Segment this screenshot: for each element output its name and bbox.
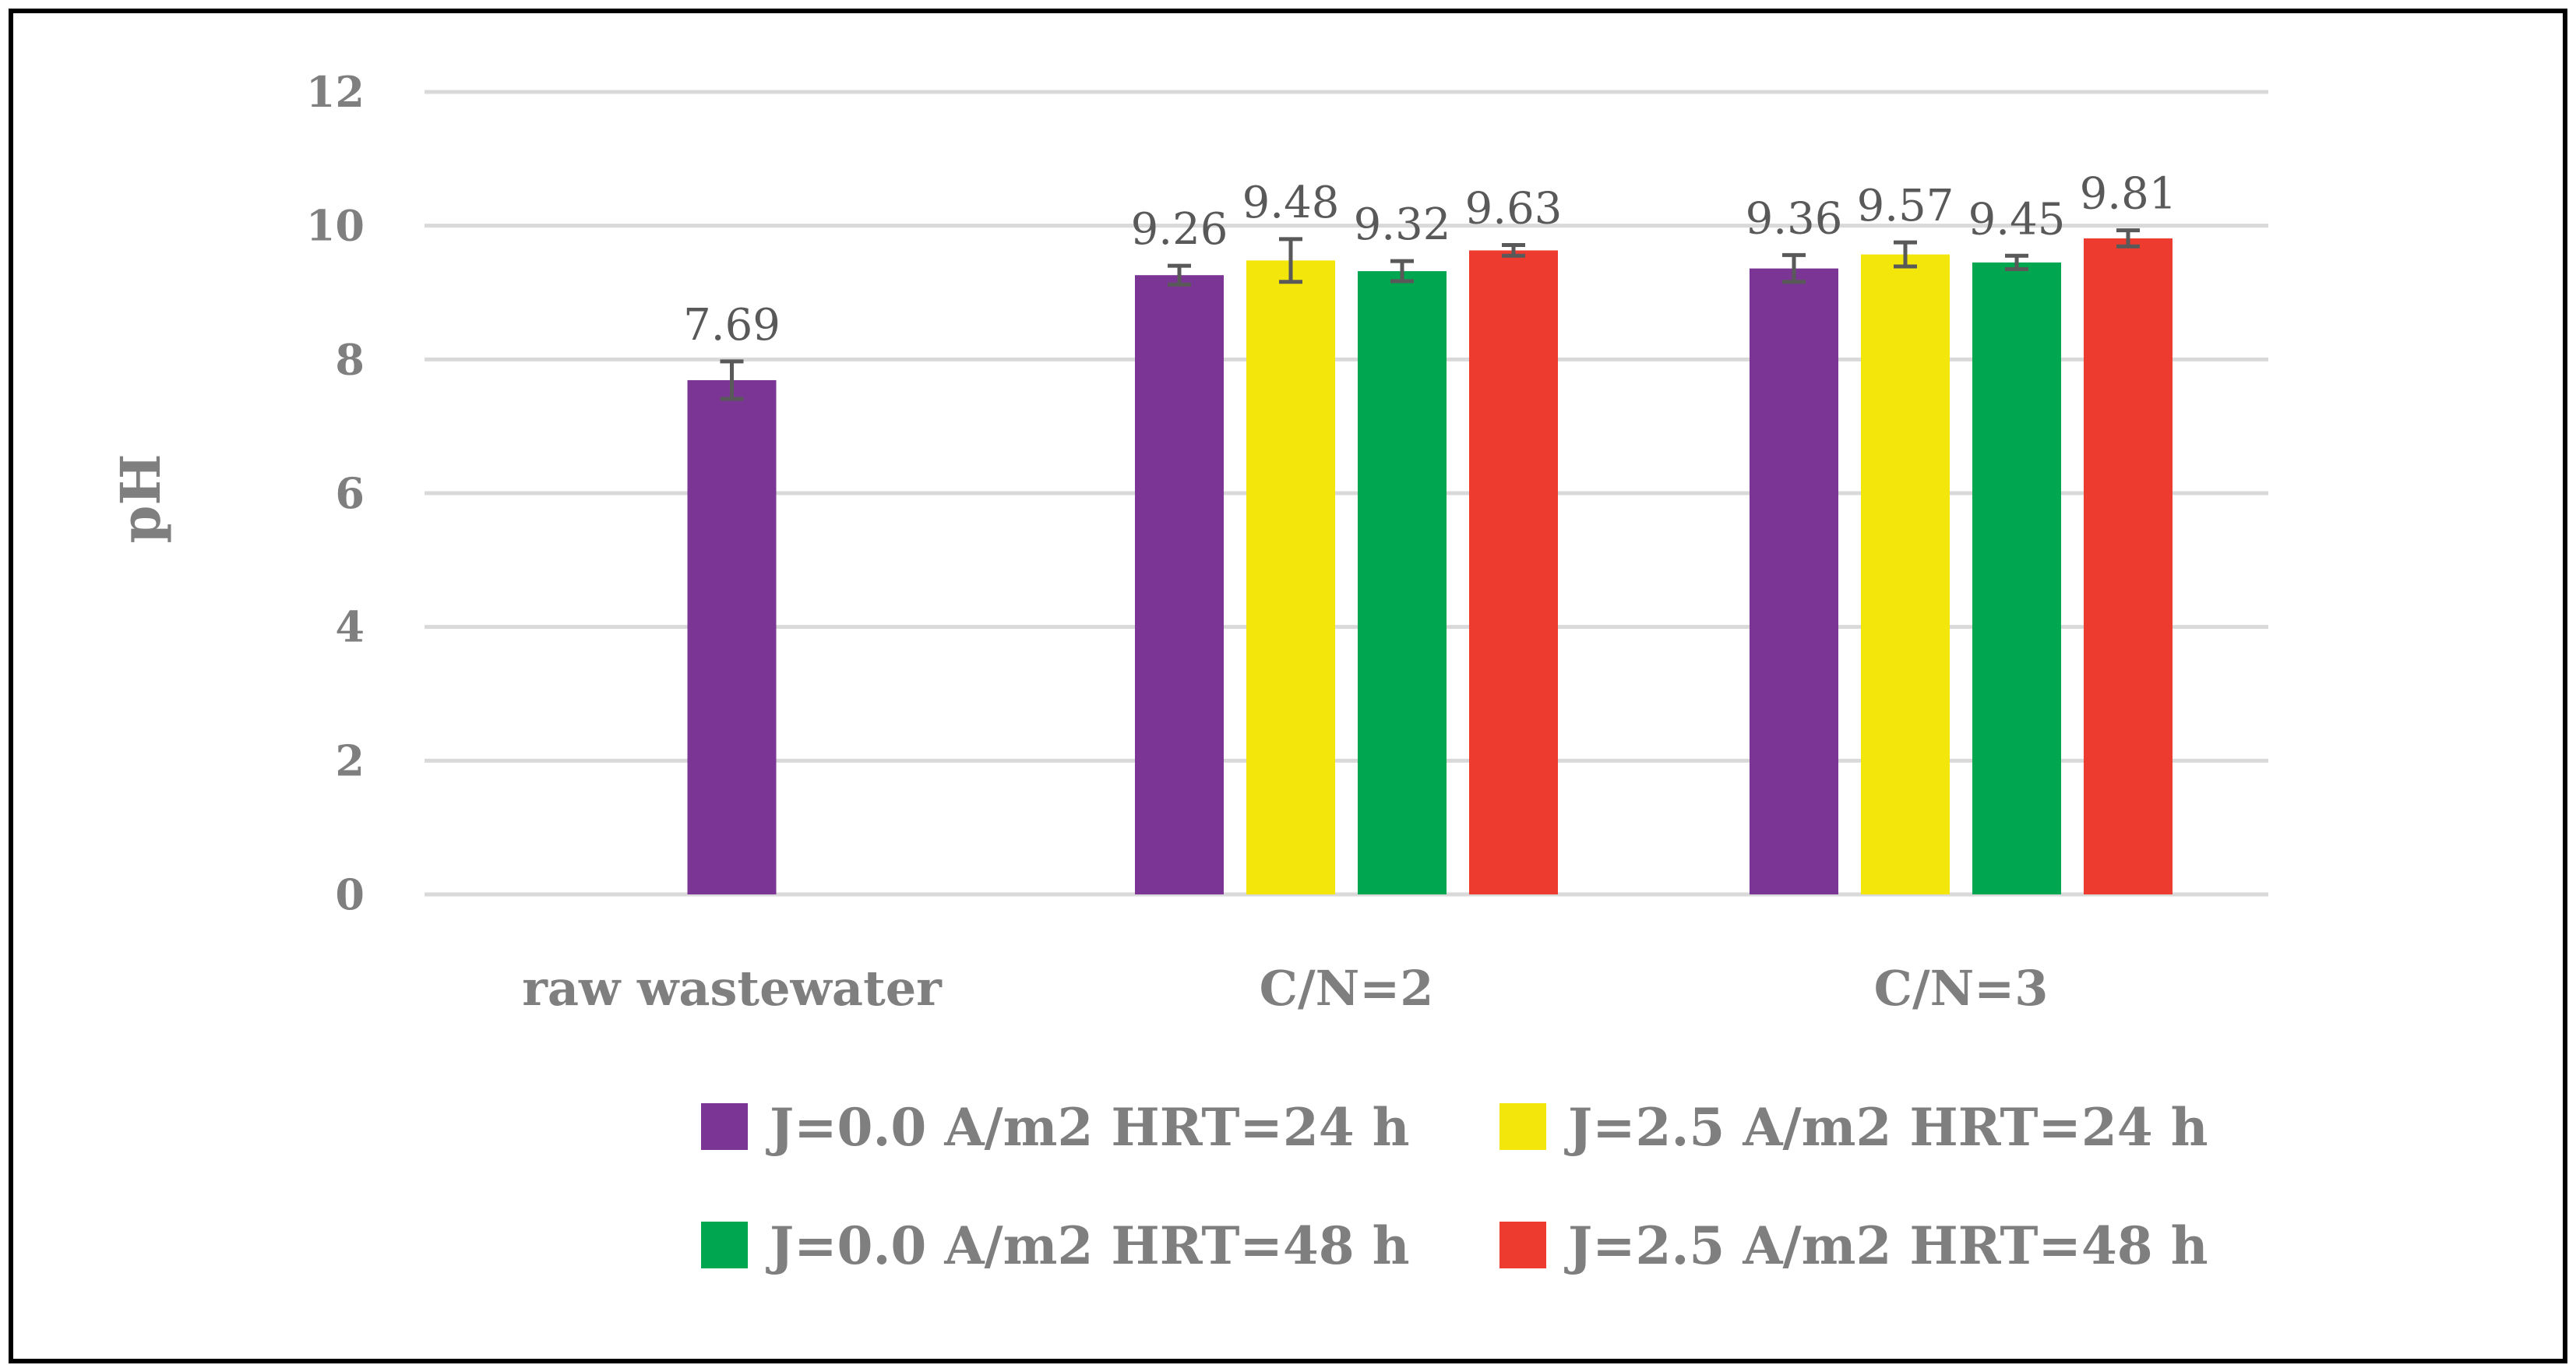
bar: [1358, 271, 1447, 894]
bar: [687, 379, 777, 895]
data-label: 9.48: [1242, 178, 1340, 228]
data-label: 9.81: [2080, 169, 2177, 220]
bar: [2084, 238, 2173, 895]
x-category-label: raw wastewater: [522, 960, 943, 1017]
data-label: 9.63: [1465, 184, 1563, 235]
bar: [1135, 275, 1224, 894]
legend-label: J=2.5 A/m2 HRT=24 h: [1564, 1097, 2208, 1158]
legend-label: J=2.5 A/m2 HRT=48 h: [1564, 1215, 2208, 1276]
y-tick-label: 8: [335, 334, 365, 384]
y-axis-ticks: 0 2 4 6 8 10 12: [306, 67, 365, 919]
x-axis-categories: raw wastewater C/N=2 C/N=3: [522, 960, 2048, 1017]
x-category-label: C/N=2: [1260, 960, 1434, 1017]
y-tick-label: 0: [335, 869, 365, 919]
legend-label: J=0.0 A/m2 HRT=48 h: [766, 1215, 1410, 1276]
y-tick-label: 4: [335, 602, 365, 652]
y-tick-label: 10: [306, 201, 365, 251]
y-tick-label: 12: [306, 67, 365, 117]
legend: J=0.0 A/m2 HRT=24 h J=2.5 A/m2 HRT=24 h J=…: [701, 1097, 2208, 1276]
legend-swatch: [701, 1103, 748, 1150]
data-label: 7.69: [683, 300, 781, 351]
data-label: 9.26: [1131, 204, 1228, 255]
legend-swatch: [1499, 1222, 1546, 1268]
bar: [1469, 250, 1558, 894]
bar: [1972, 262, 2061, 894]
legend-label: J=0.0 A/m2 HRT=24 h: [766, 1097, 1410, 1158]
y-tick-label: 2: [335, 735, 365, 785]
y-axis-title: pH: [108, 453, 173, 543]
legend-swatch: [1499, 1103, 1546, 1150]
legend-swatch: [701, 1222, 748, 1268]
bar: [1861, 254, 1950, 894]
data-label: 9.36: [1746, 193, 1843, 244]
data-label: 9.57: [1857, 181, 1954, 231]
y-tick-label: 6: [335, 468, 365, 518]
data-label: 9.45: [1968, 194, 2066, 245]
bar: [1246, 260, 1335, 894]
x-category-label: C/N=3: [1874, 960, 2049, 1017]
bars: 7.69 9.26 9.48 9.32 9.63 9.36 9.57 9.45 9.81: [683, 169, 2177, 895]
bar: [1750, 268, 1838, 895]
data-label: 9.32: [1354, 199, 1451, 250]
